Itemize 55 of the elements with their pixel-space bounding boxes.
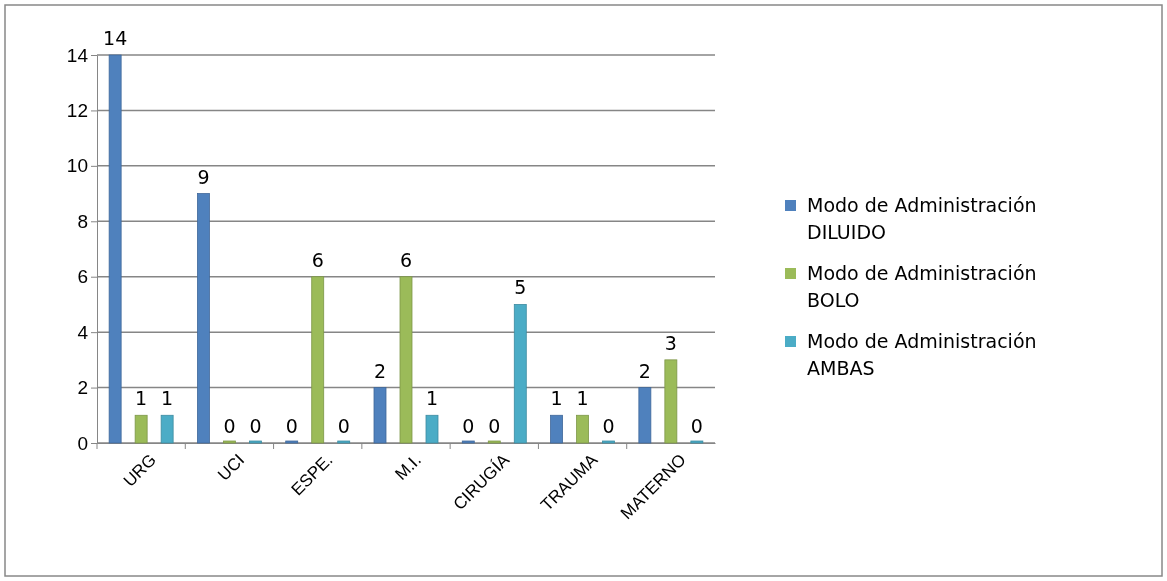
data-label: 0 [488, 415, 501, 437]
data-label: 1 [161, 387, 174, 410]
bar [249, 440, 262, 444]
data-label: 0 [223, 415, 236, 437]
data-label: 0 [285, 415, 298, 437]
data-label: 1 [550, 387, 563, 410]
legend-label: Modo de Administración AMBAS [807, 330, 1037, 379]
bar [223, 440, 236, 444]
x-tick-label: UCI [214, 450, 249, 485]
data-label: 0 [690, 415, 703, 437]
bar [108, 54, 122, 444]
bar [134, 414, 148, 444]
data-label: 1 [425, 387, 439, 410]
data-label: 1 [576, 387, 589, 410]
x-tick-label: M.I. [391, 450, 425, 484]
data-label: 6 [311, 248, 324, 271]
data-label: 0 [249, 415, 262, 437]
bar [487, 440, 501, 444]
y-tick-label: 12 [66, 100, 88, 122]
legend-label: Modo de Administración BOLO [807, 262, 1037, 311]
y-tick-label: 14 [66, 44, 89, 66]
bar [285, 440, 299, 444]
bar [602, 440, 615, 444]
bar [664, 359, 678, 444]
bar [373, 387, 387, 444]
legend-label: Modo de Administración DILUIDO [807, 194, 1037, 243]
y-tick-label: 10 [66, 155, 88, 177]
bar [690, 440, 704, 444]
bar [337, 440, 351, 444]
bar [160, 414, 174, 444]
bar [461, 440, 475, 444]
data-label: 1 [135, 387, 148, 410]
y-tick-label: 0 [77, 432, 88, 454]
bar [638, 387, 652, 444]
y-tick-label: 8 [77, 210, 88, 232]
data-label: 14 [103, 27, 128, 49]
data-label: 0 [462, 415, 475, 437]
data-label: 5 [514, 276, 527, 299]
data-label: 6 [399, 248, 413, 271]
bar [576, 414, 589, 444]
data-label: 3 [664, 331, 677, 354]
bar [197, 193, 210, 444]
data-label: 0 [337, 415, 350, 437]
y-tick-label: 4 [77, 321, 89, 343]
data-label: 2 [373, 359, 387, 382]
data-label: 0 [602, 415, 615, 437]
bar [513, 304, 527, 444]
bar [399, 276, 413, 444]
bar [311, 276, 325, 444]
y-tick-label: 6 [77, 266, 88, 288]
bar [550, 414, 563, 444]
y-tick-label: 2 [77, 377, 88, 399]
bar [425, 414, 439, 444]
data-label: 9 [197, 165, 210, 188]
data-label: 2 [638, 359, 651, 382]
